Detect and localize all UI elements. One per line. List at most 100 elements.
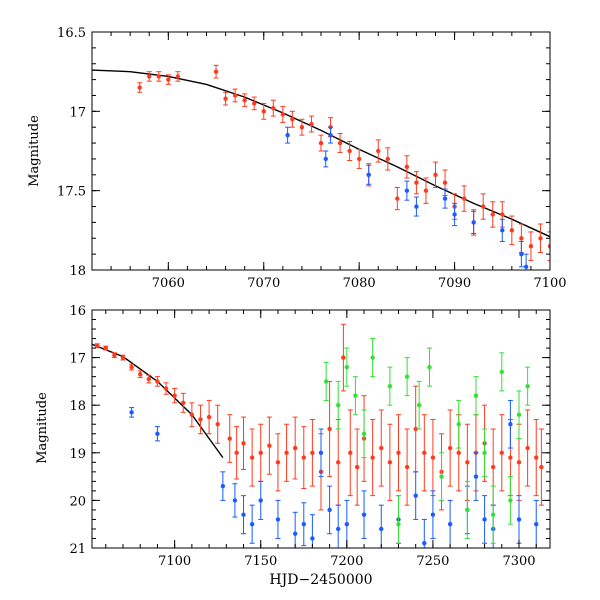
red-point <box>525 445 530 451</box>
red-point <box>206 414 212 420</box>
red-point <box>241 441 246 446</box>
red-point <box>422 450 427 455</box>
red-point <box>249 455 255 460</box>
blue-point <box>500 228 505 233</box>
top-panel: Magnitude 7060 7070 7080 7090 7100 16.5 17 17.5… <box>27 26 567 291</box>
red-point <box>280 112 286 117</box>
blue-point <box>327 507 332 513</box>
green-point <box>456 422 461 427</box>
red-point <box>252 101 257 106</box>
red-point <box>271 105 276 111</box>
red-point <box>490 464 496 470</box>
red-point <box>447 445 453 451</box>
green-point <box>499 369 504 375</box>
blue-point <box>508 422 513 427</box>
top-series-blue <box>285 126 529 270</box>
green-point <box>465 507 470 513</box>
top-x-tick-label: 7100 <box>533 276 566 291</box>
red-point <box>379 445 384 451</box>
blue-point <box>318 450 324 455</box>
top-x-tick-label: 7090 <box>438 276 471 291</box>
blue-point <box>275 517 281 522</box>
blue-point <box>471 220 476 225</box>
blue-point <box>129 410 134 415</box>
bottom-series-blue <box>129 399 539 548</box>
blue-point <box>482 517 487 522</box>
blue-point <box>336 526 341 532</box>
red-point <box>509 228 515 233</box>
red-point <box>336 460 341 465</box>
bottom-series-green <box>323 338 531 548</box>
blue-point <box>534 522 539 527</box>
bottom-y-tick-label: 20 <box>69 494 86 509</box>
red-point <box>376 148 381 154</box>
bottom-frame <box>91 309 551 549</box>
red-point <box>146 376 152 382</box>
top-y-tick-label: 16.5 <box>57 26 86 41</box>
red-point <box>213 69 219 74</box>
green-point <box>387 383 393 389</box>
blue-point <box>519 251 524 257</box>
blue-point <box>241 512 246 517</box>
red-point <box>547 244 550 249</box>
blue-point <box>430 512 436 517</box>
blue-point <box>442 196 448 201</box>
red-point <box>189 412 195 417</box>
red-point <box>481 204 486 209</box>
red-point <box>137 85 142 90</box>
green-point <box>323 379 329 384</box>
red-point <box>414 180 419 185</box>
top-x-tick-label: 7070 <box>247 276 280 291</box>
red-point <box>292 445 298 451</box>
red-point <box>301 455 306 460</box>
blue-point <box>344 522 350 527</box>
green-point <box>482 450 487 455</box>
red-point <box>299 125 305 130</box>
bottom-y-tick-label: 19 <box>69 447 86 462</box>
blue-point <box>404 188 410 193</box>
green-point <box>516 412 522 417</box>
red-point <box>499 450 504 455</box>
red-point <box>223 96 228 101</box>
bottom-x-tick-label: 7300 <box>502 554 535 569</box>
bottom-x-tick-label: 7250 <box>416 554 449 569</box>
red-point <box>318 140 324 146</box>
red-point <box>198 417 203 422</box>
bottom-y-tick-label: 16 <box>69 304 86 319</box>
red-point <box>404 464 410 470</box>
blue-point <box>523 264 529 270</box>
top-x-tick-label: 7080 <box>343 276 376 291</box>
red-point <box>327 426 332 432</box>
red-point <box>430 455 436 460</box>
blue-point <box>473 474 479 479</box>
blue-point <box>366 172 371 177</box>
green-point <box>404 374 410 379</box>
blue-point <box>155 431 160 436</box>
bottom-panel: Magnitude HJD−2450000 7100 7150 7200 7250 73… <box>35 304 551 588</box>
bottom-y-tick-label: 21 <box>69 542 86 557</box>
red-point <box>215 422 220 427</box>
green-point <box>396 522 401 527</box>
blue-point <box>310 536 315 541</box>
blue-point <box>232 498 238 503</box>
green-point <box>336 403 341 408</box>
red-point <box>413 426 418 432</box>
blue-point <box>328 132 333 138</box>
red-point <box>172 393 177 398</box>
red-point <box>516 460 522 465</box>
blue-point <box>249 522 255 527</box>
red-point <box>147 74 152 79</box>
bottom-y-tick-label: 17 <box>69 352 86 367</box>
red-point <box>94 343 100 348</box>
red-point <box>337 140 343 146</box>
red-point <box>354 464 360 470</box>
red-point <box>166 77 171 82</box>
top-y-tick-label: 18 <box>69 264 86 279</box>
red-point <box>242 98 247 103</box>
top-y-tick-label: 17 <box>69 105 86 120</box>
red-point <box>155 379 160 384</box>
red-point <box>356 156 362 162</box>
bottom-series-red <box>94 323 544 511</box>
red-point <box>456 450 461 455</box>
